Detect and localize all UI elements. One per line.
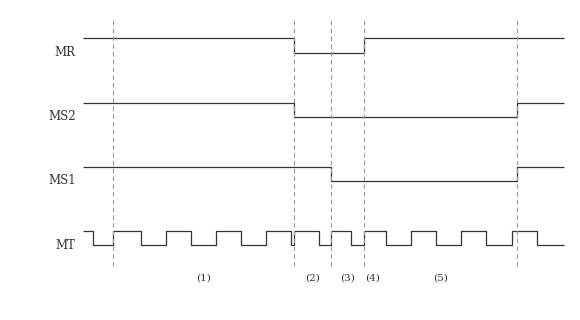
Text: MT: MT xyxy=(56,238,75,252)
Text: MS1: MS1 xyxy=(48,174,75,188)
Text: MS2: MS2 xyxy=(48,110,75,123)
Text: (4): (4) xyxy=(365,273,380,282)
Text: (2): (2) xyxy=(304,273,320,282)
Text: (5): (5) xyxy=(433,273,448,282)
Text: (1): (1) xyxy=(196,273,211,282)
Text: (3): (3) xyxy=(340,273,355,282)
Text: MR: MR xyxy=(55,46,75,59)
